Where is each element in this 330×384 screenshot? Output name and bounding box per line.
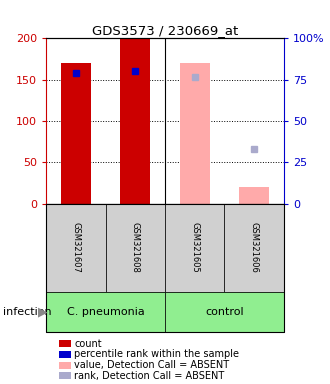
Text: count: count bbox=[74, 339, 102, 349]
Text: percentile rank within the sample: percentile rank within the sample bbox=[74, 349, 239, 359]
Text: GSM321606: GSM321606 bbox=[249, 222, 259, 273]
Text: infection: infection bbox=[3, 307, 52, 317]
Text: GSM321607: GSM321607 bbox=[71, 222, 81, 273]
Text: GSM321605: GSM321605 bbox=[190, 222, 199, 273]
Bar bbox=[239, 187, 269, 204]
Text: C. pneumonia: C. pneumonia bbox=[67, 307, 145, 317]
Text: control: control bbox=[205, 307, 244, 317]
Bar bbox=[120, 38, 150, 204]
Text: rank, Detection Call = ABSENT: rank, Detection Call = ABSENT bbox=[74, 371, 224, 381]
Text: GSM321608: GSM321608 bbox=[131, 222, 140, 273]
Bar bbox=[61, 63, 91, 204]
Text: ▶: ▶ bbox=[38, 306, 48, 318]
Bar bbox=[180, 63, 210, 204]
Text: value, Detection Call = ABSENT: value, Detection Call = ABSENT bbox=[74, 360, 229, 370]
Title: GDS3573 / 230669_at: GDS3573 / 230669_at bbox=[92, 24, 238, 37]
